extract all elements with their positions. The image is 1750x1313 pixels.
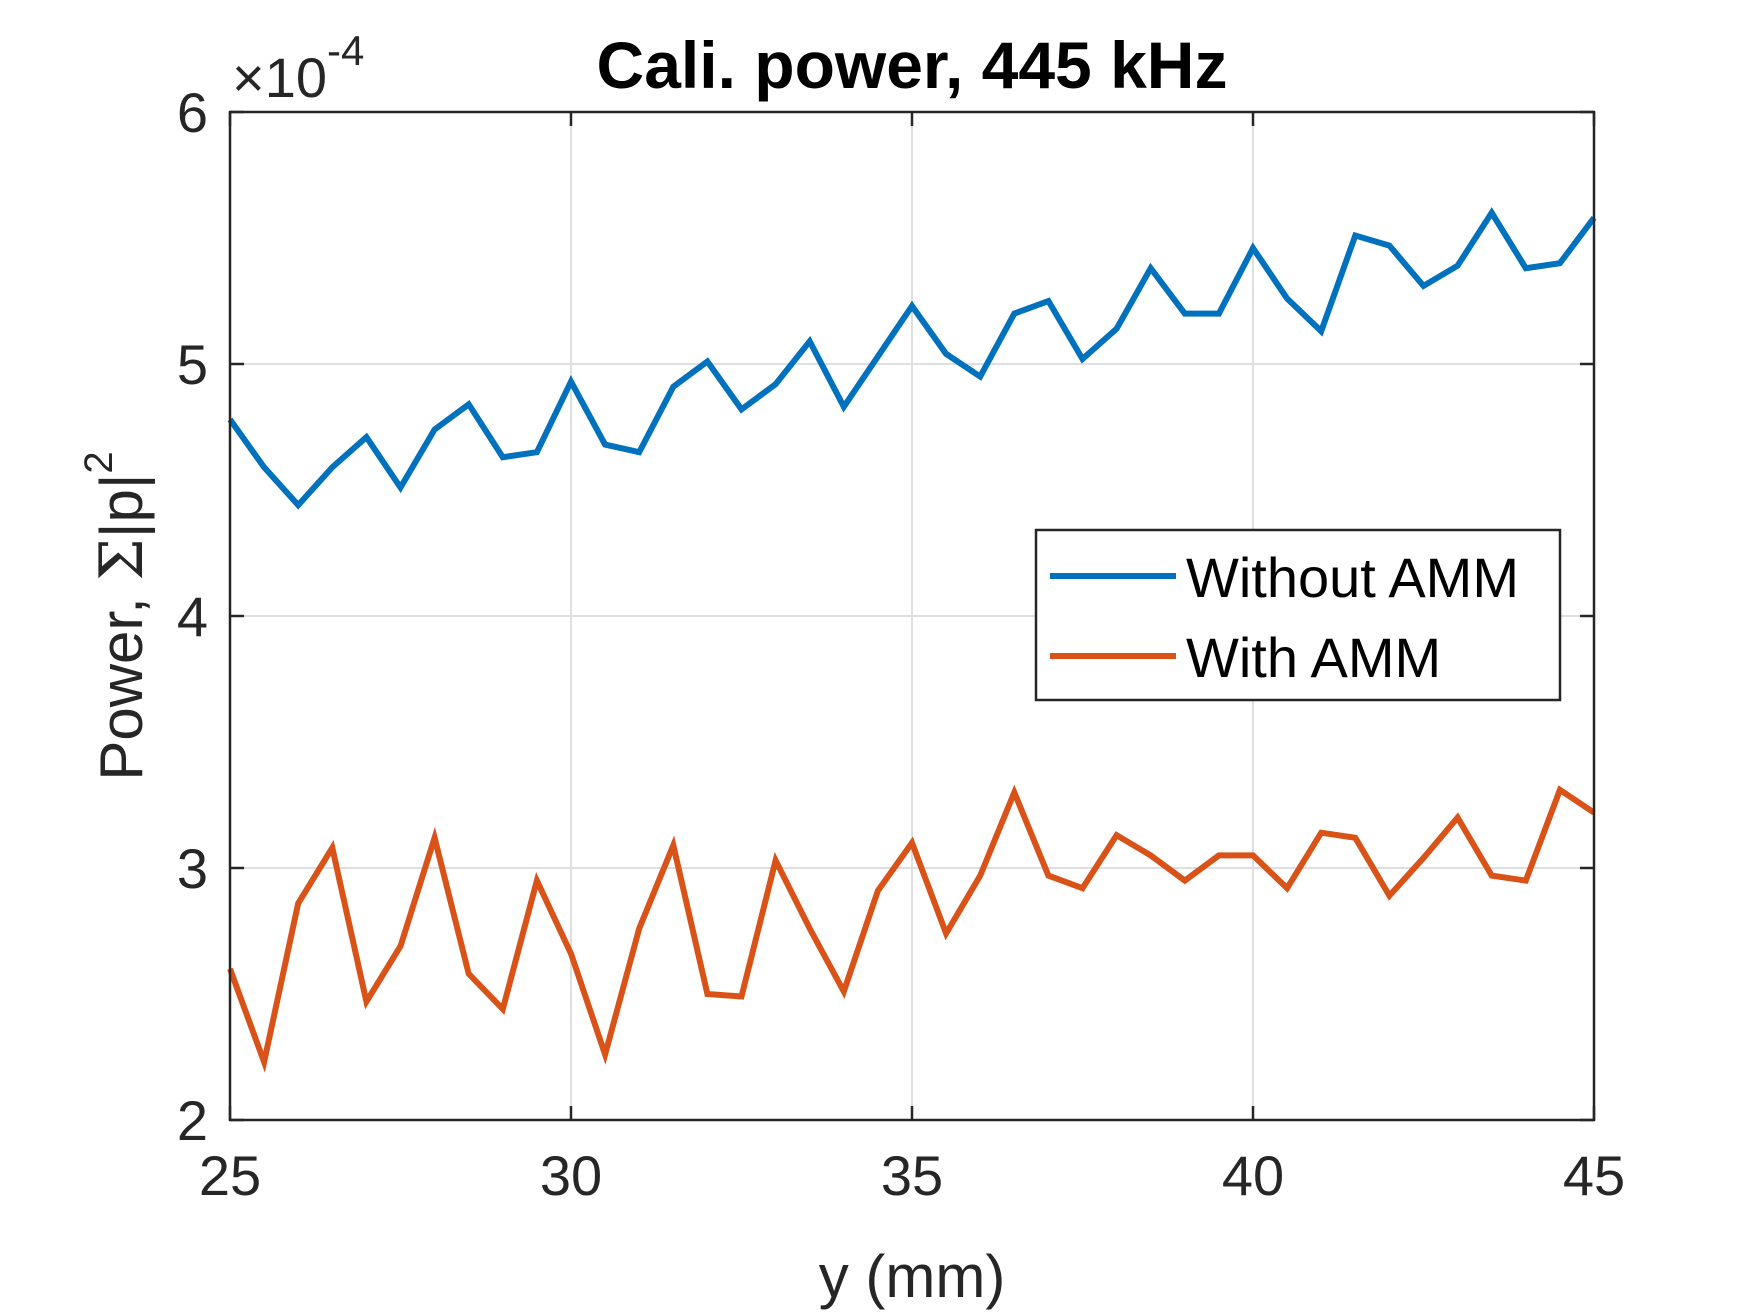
x-tick-label: 30: [540, 1144, 602, 1207]
y-exponent-prefix: ×10: [232, 46, 327, 109]
x-axis-label: y (mm): [819, 1243, 1006, 1310]
y-axis-label-sigma: Σ: [87, 538, 157, 580]
x-tick-label: 25: [199, 1144, 261, 1207]
y-axis-label-superscript: 2: [77, 451, 121, 473]
series-line-with-amm: [227, 784, 1596, 1073]
x-tick-label: 40: [1222, 1144, 1284, 1207]
x-tick-label: 45: [1563, 1144, 1625, 1207]
y-tick-label: 5: [177, 333, 208, 396]
chart-title: Cali. power, 445 kHz: [597, 28, 1228, 102]
y-exponent-power: -4: [327, 27, 364, 74]
legend: Without AMM With AMM: [1034, 528, 1562, 702]
y-tick-label: 4: [177, 585, 208, 648]
y-axis-label-tail: |p|: [88, 474, 155, 539]
y-tick-label: 6: [177, 81, 208, 144]
x-tick-label: 35: [881, 1144, 943, 1207]
legend-label-with-amm: With AMM: [1186, 626, 1441, 689]
series-line-without-amm: [227, 207, 1597, 510]
legend-label-without-amm: Without AMM: [1186, 546, 1519, 609]
series-lines: [227, 207, 1597, 1073]
y-axis-label: Power, Σ|p|2: [77, 451, 157, 780]
y-axis-label-main: Power,: [88, 581, 155, 781]
y-tick-label: 2: [177, 1089, 208, 1152]
y-exponent-label: ×10-4: [232, 27, 364, 109]
y-tick-label: 3: [177, 837, 208, 900]
legend-box: [1034, 528, 1562, 702]
